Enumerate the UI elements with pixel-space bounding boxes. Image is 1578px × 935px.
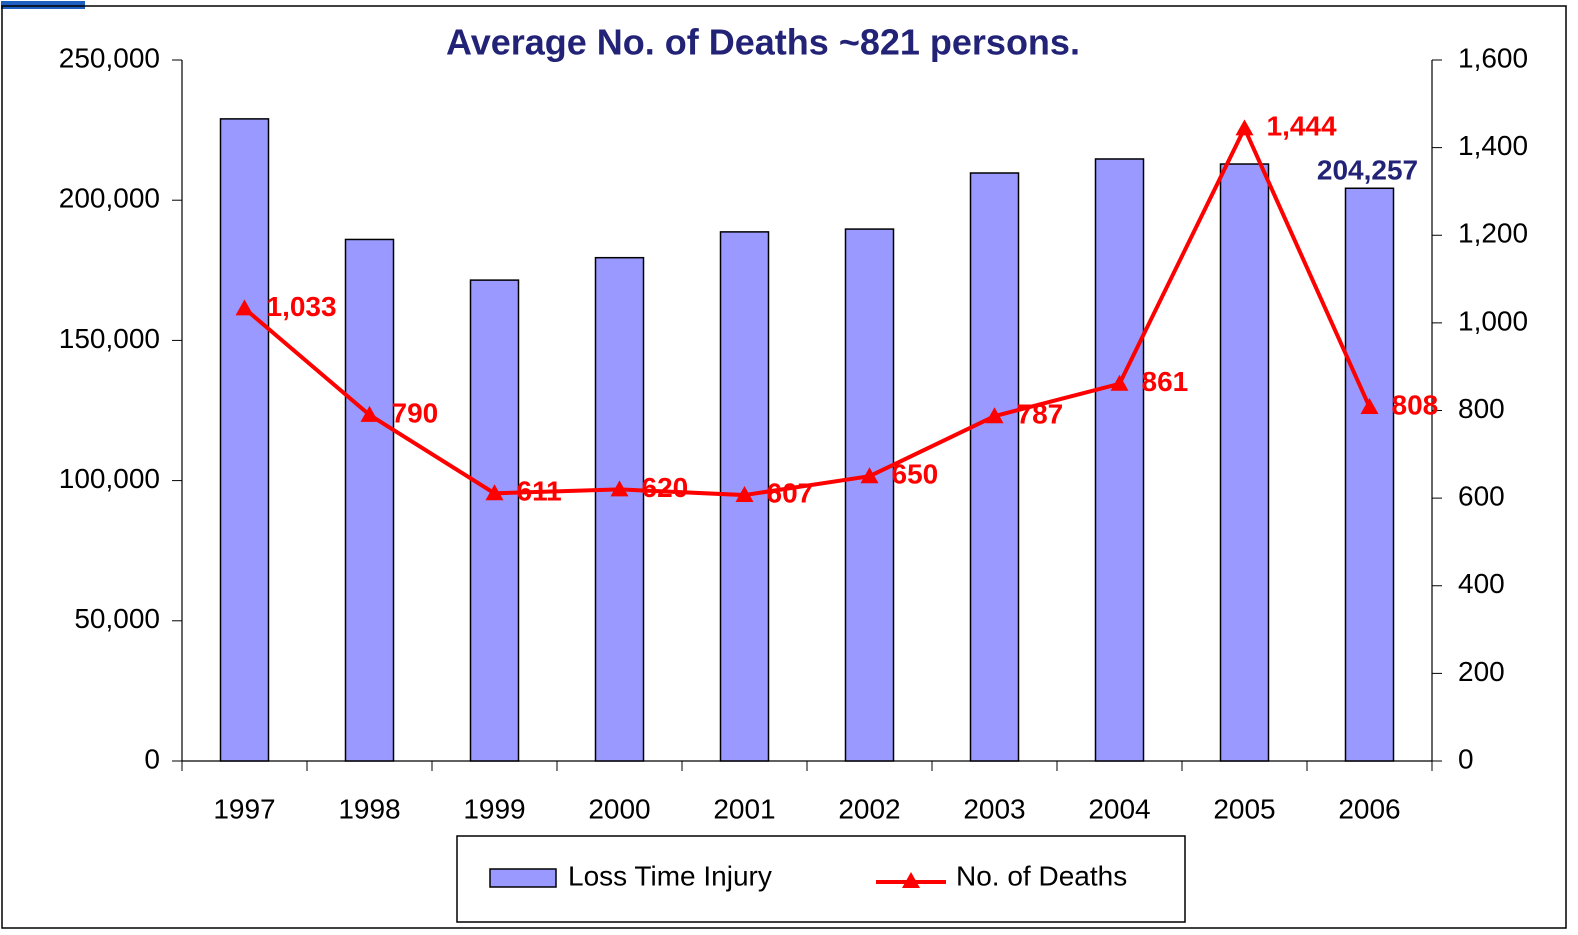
y-tick-label: 200,000 xyxy=(59,183,160,214)
y2-tick-label: 400 xyxy=(1458,568,1505,599)
y-tick-label: 250,000 xyxy=(59,42,160,73)
x-tick-label: 2001 xyxy=(713,793,775,824)
bar xyxy=(594,256,645,762)
x-tick-label: 2003 xyxy=(963,793,1025,824)
chart-border xyxy=(1,5,1567,929)
bar xyxy=(1094,158,1145,762)
legend-label: No. of Deaths xyxy=(956,860,1127,891)
y2-tick-label: 1,000 xyxy=(1458,305,1528,336)
y2-tick-label: 1,600 xyxy=(1458,42,1528,73)
marker xyxy=(860,467,879,484)
point-label: 611 xyxy=(517,476,562,507)
bar xyxy=(219,118,270,762)
bar xyxy=(969,172,1020,762)
point-label: 808 xyxy=(1392,389,1439,420)
marker xyxy=(360,405,379,422)
x-tick-label: 2004 xyxy=(1088,793,1150,824)
y2-tick-label: 200 xyxy=(1458,656,1505,687)
y-tick-label: 0 xyxy=(144,743,160,774)
chart-title: Average No. of Deaths ~821 persons. xyxy=(446,22,1080,63)
x-tick-label: 2005 xyxy=(1213,793,1275,824)
marker xyxy=(1110,374,1129,391)
legend-swatch xyxy=(489,868,557,888)
x-tick-label: 1999 xyxy=(463,793,525,824)
y2-tick-label: 1,200 xyxy=(1458,218,1528,249)
point-label: 1,444 xyxy=(1267,111,1337,142)
point-label: 607 xyxy=(767,477,814,508)
point-label: 650 xyxy=(892,459,939,490)
point-label: 1,033 xyxy=(267,291,337,322)
line xyxy=(243,123,1372,498)
bar-label: 204,257 xyxy=(1317,155,1418,186)
legend-label: Loss Time Injury xyxy=(568,860,772,891)
corner-mark xyxy=(1,1,85,9)
x-tick-label: 2000 xyxy=(588,793,650,824)
point-label: 790 xyxy=(392,397,439,428)
bar xyxy=(344,238,395,762)
bar xyxy=(1219,163,1270,762)
point-label: 620 xyxy=(642,472,689,503)
x-tick-label: 1998 xyxy=(338,793,400,824)
y2-tick-label: 0 xyxy=(1458,743,1474,774)
marker xyxy=(485,484,504,501)
y-tick-label: 100,000 xyxy=(59,463,160,494)
marker xyxy=(985,407,1004,424)
y-tick-label: 150,000 xyxy=(59,323,160,354)
bar xyxy=(844,228,895,762)
y2-tick-label: 600 xyxy=(1458,481,1505,512)
x-tick-label: 2002 xyxy=(838,793,900,824)
y2-tick-label: 800 xyxy=(1458,393,1505,424)
bar xyxy=(469,279,520,762)
marker xyxy=(1235,119,1254,136)
y-tick-label: 50,000 xyxy=(74,603,160,634)
marker xyxy=(235,299,254,316)
legend-box xyxy=(456,835,1186,923)
x-tick-label: 1997 xyxy=(213,793,275,824)
point-label: 787 xyxy=(1017,399,1064,430)
bar xyxy=(1344,187,1395,762)
x-tick-label: 2006 xyxy=(1338,793,1400,824)
legend-marker xyxy=(902,872,920,888)
point-label: 861 xyxy=(1142,366,1189,397)
marker xyxy=(1360,397,1379,414)
y2-tick-label: 1,400 xyxy=(1458,130,1528,161)
marker xyxy=(610,480,629,497)
marker xyxy=(735,486,754,503)
